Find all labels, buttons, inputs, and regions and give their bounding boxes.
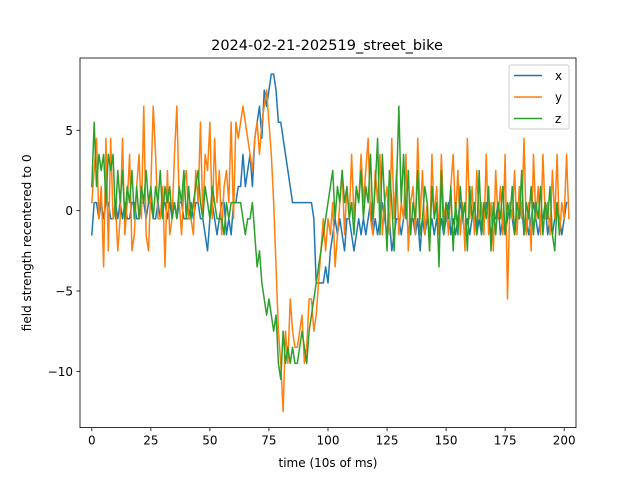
y-axis-label: field strength recentered to 0 <box>20 154 34 331</box>
series-line-z <box>91 105 561 381</box>
legend-label-x: x <box>555 69 562 83</box>
y-tick-label: −10 <box>48 365 73 379</box>
y-tick-label: 0 <box>65 204 73 218</box>
chart-title: 2024-02-21-202519_street_bike <box>211 38 443 54</box>
legend-label-y: y <box>555 91 562 105</box>
x-tick-label: 150 <box>435 434 458 448</box>
x-tick-label: 125 <box>376 434 399 448</box>
x-tick-label: 175 <box>494 434 517 448</box>
x-tick-label: 25 <box>143 434 158 448</box>
x-tick-label: 75 <box>261 434 276 448</box>
x-tick-label: 200 <box>553 434 576 448</box>
plot-background <box>80 58 576 428</box>
plot-area <box>79 57 577 429</box>
x-axis-label: time (10s of ms) <box>279 456 378 470</box>
x-axis: 0 25 50 75 100 125 150 175 200 <box>88 427 576 448</box>
series-layer <box>91 73 570 413</box>
y-axis: −10 −5 0 5 <box>48 124 80 379</box>
legend-label-z: z <box>555 112 561 126</box>
legend: xyz <box>508 64 570 130</box>
x-tick-label: 50 <box>202 434 217 448</box>
x-tick-label: 100 <box>317 434 340 448</box>
y-tick-label: −5 <box>55 285 73 299</box>
x-tick-label: 0 <box>88 434 96 448</box>
y-tick-label: 5 <box>65 124 73 138</box>
